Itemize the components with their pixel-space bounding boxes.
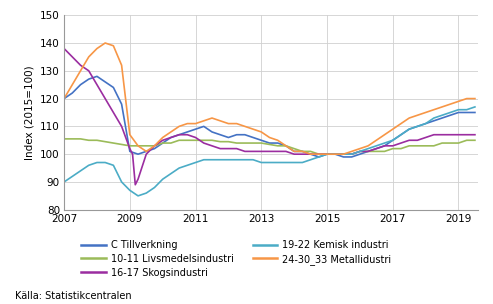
Legend: C Tillverkning, 10-11 Livsmedelsindustri, 16-17 Skogsindustri, 19-22 Kemisk indu: C Tillverkning, 10-11 Livsmedelsindustri… bbox=[81, 240, 391, 278]
Text: Källa: Statistikcentralen: Källa: Statistikcentralen bbox=[15, 291, 132, 301]
Y-axis label: Index (2015=100): Index (2015=100) bbox=[25, 65, 35, 160]
